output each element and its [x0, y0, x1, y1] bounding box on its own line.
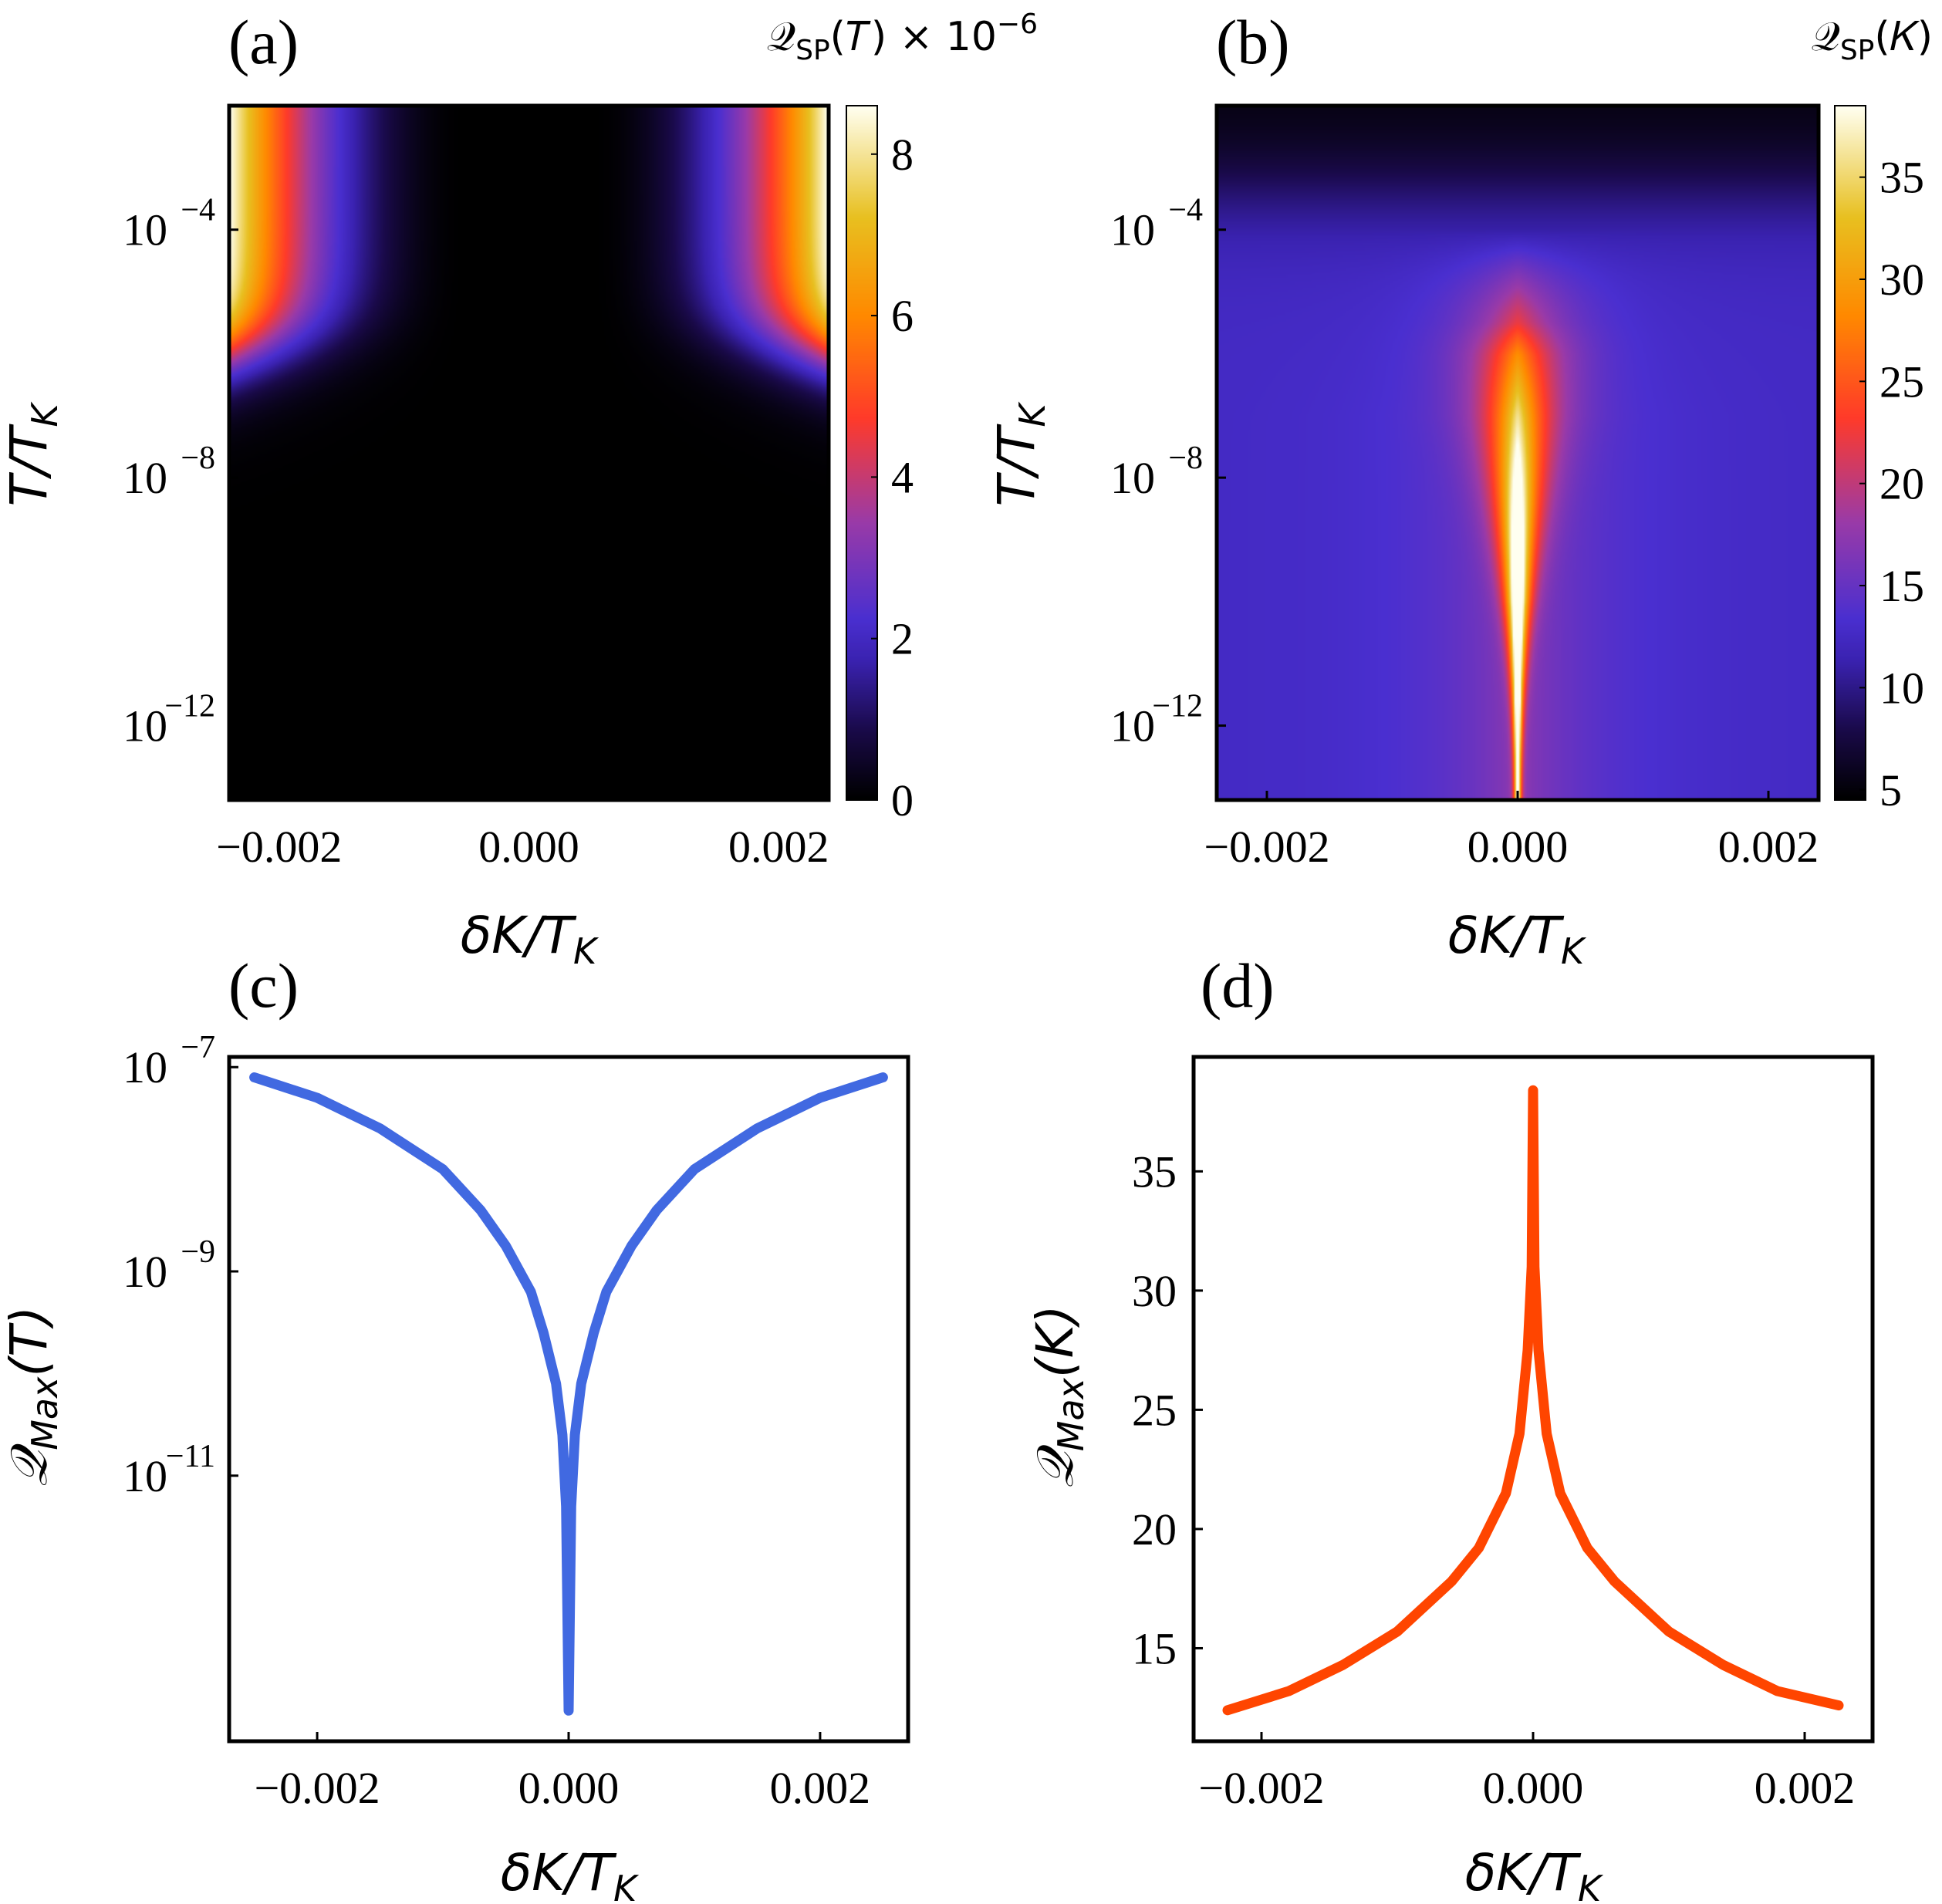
y-tick-exponent: −11: [166, 1439, 215, 1474]
panel-b-heatmap: [1217, 106, 1819, 800]
y-tick-label: 10: [1110, 453, 1155, 503]
colorbar-tick-label: 4: [891, 452, 914, 502]
panel-a-heatmap: [229, 106, 829, 800]
panel-a-colorbar-frame: [846, 105, 878, 801]
x-tick-label: 0.002: [1755, 1763, 1856, 1813]
y-tick-label: 20: [1132, 1504, 1177, 1555]
colorbar-tick-label: 0: [891, 775, 914, 825]
y-tick-label: 10: [123, 1042, 167, 1092]
colorbar-tick-label: 6: [891, 291, 914, 341]
colorbar-tick-label: 35: [1880, 153, 1924, 203]
y-tick-label: 10: [123, 1247, 167, 1297]
colorbar-tick-label: 30: [1880, 255, 1924, 305]
panel-d-x-label: δK/TK: [1465, 1843, 1604, 1904]
panel-b-label: (b): [1216, 7, 1290, 77]
colorbar-tick-label: 20: [1880, 459, 1924, 509]
colorbar-tick-label: 10: [1880, 663, 1924, 713]
panel-b-y-ticks: 10 −410 −810−12: [1110, 193, 1226, 751]
panel-c: (c) −0.002 0.000 0.002 10 −710 −910−11 δK/TK…: [0, 950, 910, 1904]
colorbar-tick-label: 15: [1880, 561, 1924, 611]
y-tick-exponent: −9: [181, 1234, 215, 1270]
panel-c-y-ticks: 10 −710 −910−11: [123, 1030, 238, 1501]
panel-d-series: [1222, 1085, 1844, 1716]
panel-c-series: [249, 1072, 888, 1716]
colorbar-tick-label: 8: [891, 130, 914, 180]
panel-b-y-label: T/TK: [987, 401, 1053, 507]
y-tick-exponent: −4: [181, 193, 215, 228]
y-tick-label: 10: [123, 205, 167, 255]
y-tick-label: 25: [1132, 1385, 1177, 1435]
y-tick-label: 10: [123, 1451, 167, 1501]
colorbar-tick-label: 25: [1880, 356, 1924, 407]
x-tick-label: 0.000: [1483, 1763, 1584, 1813]
x-tick-label: 0.000: [518, 1763, 620, 1813]
y-tick-label: 10: [123, 701, 167, 751]
panel-c-label: (c): [228, 950, 299, 1021]
panel-c-x-ticks: −0.002 0.000 0.002: [254, 1732, 870, 1813]
y-tick-exponent: −12: [1152, 689, 1203, 724]
panel-c-y-label: 𝒬Max(T): [0, 1306, 66, 1487]
y-tick-label: 10: [1110, 701, 1155, 751]
panel-a-x-ticks: −0.002 0.000 0.002: [216, 791, 829, 872]
x-tick-label: −0.002: [1198, 1763, 1324, 1813]
y-tick-exponent: −7: [181, 1030, 215, 1065]
panel-a: (a) 𝒬SP(𝑇) × 10−6 0 2 4 6 8 −0.002 0.000 0.002…: [0, 7, 1038, 972]
y-tick-label: 35: [1132, 1146, 1177, 1197]
panel-b-x-ticks: −0.002 0.000 0.002: [1204, 791, 1819, 872]
x-tick-label: 0.002: [770, 1763, 871, 1813]
x-tick-label: 0.002: [728, 822, 829, 872]
panel-d-y-label: 𝒬Max(K): [1025, 1305, 1092, 1487]
panel-b-colorbar: [1835, 106, 1866, 800]
panel-b-colorbar-title: 𝒬SP(𝐾): [1811, 14, 1933, 66]
y-tick-exponent: −4: [1168, 193, 1203, 228]
x-tick-label: −0.002: [216, 822, 342, 872]
y-tick-label: 30: [1132, 1266, 1177, 1316]
panel-a-x-label: δK/TK: [461, 906, 599, 972]
panel-a-colorbar-title: 𝒬SP(𝑇) × 10−6: [767, 8, 1038, 66]
x-tick-label: −0.002: [1204, 822, 1329, 872]
y-tick-label: 10: [123, 453, 167, 503]
y-tick-label: 10: [1110, 205, 1155, 255]
x-tick-label: 0.002: [1718, 822, 1819, 872]
panel-b-x-label: δK/TK: [1448, 906, 1587, 972]
panel-d-label: (d): [1201, 950, 1275, 1021]
panel-a-y-ticks: 10 −410 −810−12: [123, 193, 238, 751]
panel-a-y-label: T/TK: [0, 401, 66, 507]
y-tick-exponent: −12: [164, 689, 215, 724]
y-tick-label: 15: [1132, 1623, 1177, 1673]
colorbar-tick-label: 5: [1880, 765, 1902, 815]
x-tick-label: 0.000: [1467, 822, 1569, 872]
x-tick-label: 0.000: [478, 822, 579, 872]
panel-a-label: (a): [228, 7, 299, 77]
y-tick-exponent: −8: [181, 441, 215, 476]
panel-d-x-ticks: −0.002 0.000 0.002: [1198, 1732, 1855, 1813]
panel-b-colorbar-ticks: 5 10 15 20 25 30 35: [1859, 153, 1924, 815]
panel-c-x-label: δK/TK: [501, 1843, 640, 1904]
panel-a-colorbar-ticks: 0 2 4 6 8: [871, 130, 914, 825]
panel-b: (b) 𝒬SP(𝐾) 5 10 15 20 25 30 35 −0.002 0.000 0.00…: [987, 7, 1933, 972]
colorbar-tick-label: 2: [891, 614, 914, 664]
y-tick-exponent: −8: [1168, 441, 1203, 476]
series-line-orange: [1222, 1085, 1844, 1716]
series-line-blue: [249, 1072, 888, 1716]
panel-a-colorbar: [846, 106, 877, 800]
panel-d: (d) −0.002 0.000 0.002 15 20 25 30 35 δK/TK 𝒬M…: [1025, 950, 1875, 1904]
panel-b-colorbar-frame: [1834, 105, 1866, 801]
panel-d-y-ticks: 15 20 25 30 35: [1132, 1146, 1203, 1673]
x-tick-label: −0.002: [254, 1763, 380, 1813]
